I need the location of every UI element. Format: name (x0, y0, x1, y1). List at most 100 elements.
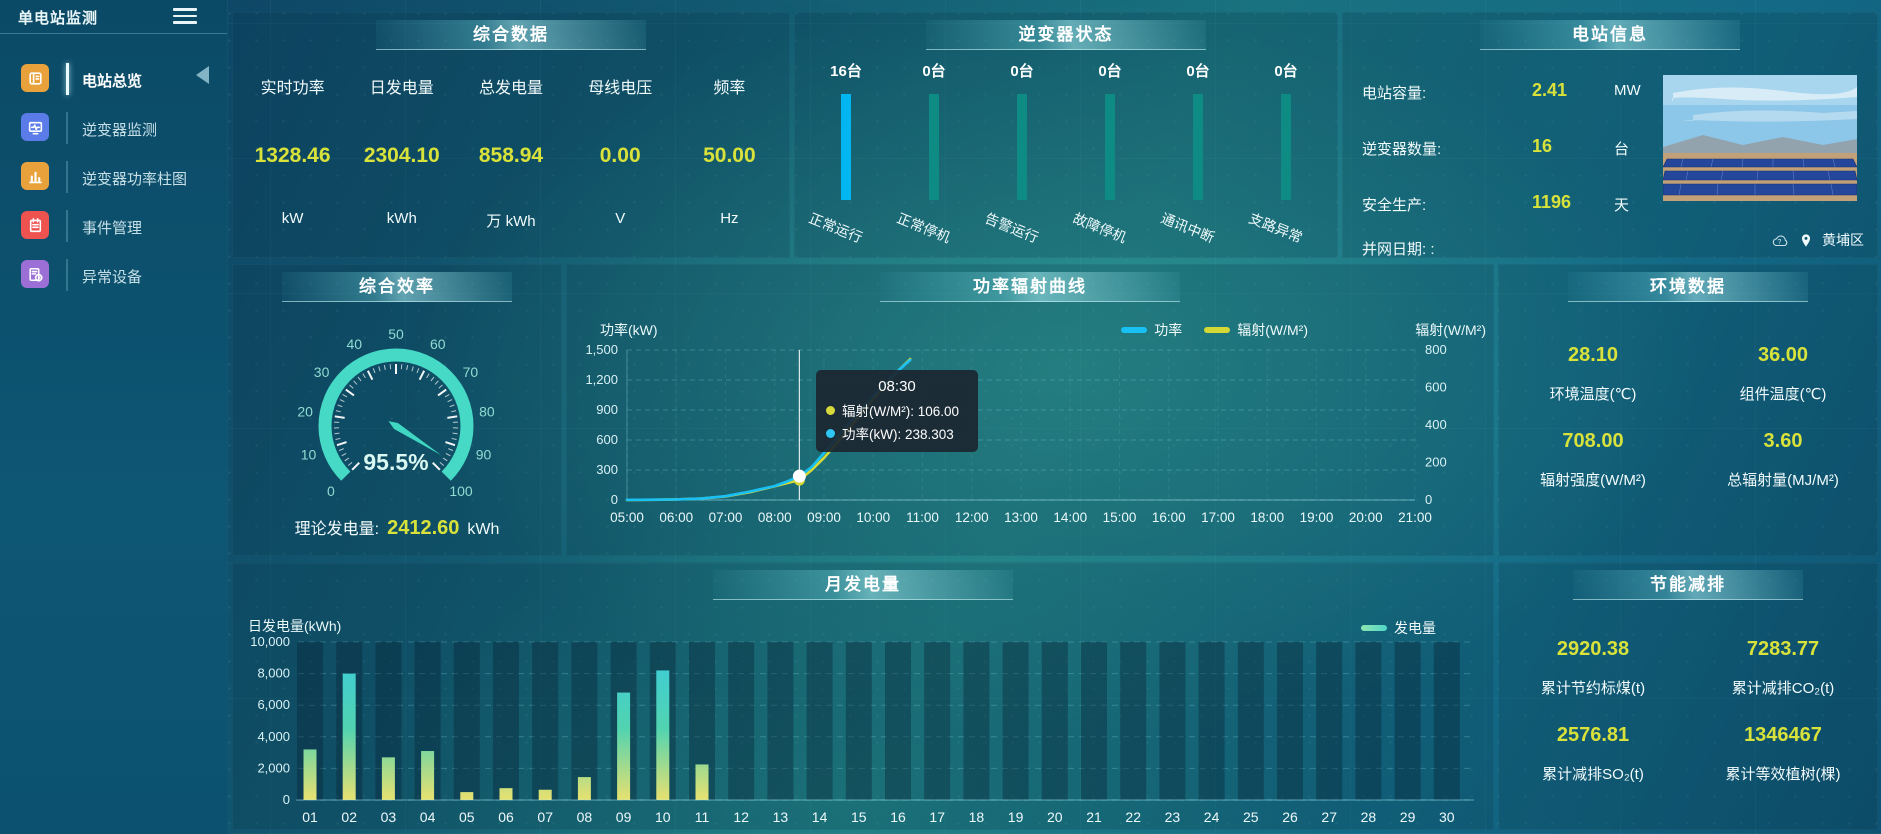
sidebar-item-abnormal-device[interactable]: 异常设备 (0, 252, 227, 301)
panel-energy-savings: 节能减排 2920.38 累计节约标煤(t) 7283.77 累计减排CO₂(t) 25… (1498, 562, 1878, 830)
legend-item-power[interactable]: 功率 (1121, 320, 1182, 340)
sidebar-item-inverter-monitor[interactable]: 逆变器监测 (0, 105, 227, 154)
metric-cell: 28.10 环境温度(℃) (1498, 344, 1688, 404)
svg-text:28: 28 (1361, 809, 1377, 825)
legend-item-generation[interactable]: 发电量 (1361, 618, 1436, 638)
power-legend-label: 功率 (1154, 322, 1183, 338)
svg-text:09: 09 (616, 809, 632, 825)
station-row-unit: MW (1614, 82, 1641, 99)
sidebar-item-label: 事件管理 (82, 220, 143, 237)
svg-text:01: 01 (302, 809, 318, 825)
power-legend-swatch (1121, 327, 1148, 333)
station-row-unit: 天 (1614, 197, 1630, 214)
menu-divider (66, 112, 68, 144)
svg-text:2,000: 2,000 (257, 760, 290, 775)
generation-bar (577, 777, 591, 800)
svg-text:13:00: 13:00 (1004, 510, 1038, 525)
summary-metrics: 实时功率 1328.46 kW 日发电量 2304.10 kWh 总发电量 858.94 万 k… (238, 58, 784, 250)
efficiency-gauge: 0 10 20 30 40 50 60 70 80 90 100 95.5% (232, 302, 562, 506)
inverter-status-label: 正常运行 (806, 209, 865, 246)
metric-value: 1328.46 (254, 144, 331, 167)
svg-text:17:00: 17:00 (1201, 510, 1235, 525)
monitor-icon (21, 113, 49, 141)
svg-text:16:00: 16:00 (1152, 510, 1186, 525)
svg-text:16: 16 (890, 809, 906, 825)
sidebar-header: 单电站监测 (0, 0, 227, 34)
svg-text:30: 30 (1439, 809, 1455, 825)
svg-text:02: 02 (341, 809, 357, 825)
svg-text:400: 400 (1425, 417, 1447, 432)
metric-cell: 7283.77 累计减排CO₂(t) (1688, 638, 1878, 698)
metric-label: 实时功率 (260, 80, 325, 97)
inverter-status-label: 告警运行 (982, 209, 1041, 246)
svg-text:1,200: 1,200 (585, 372, 618, 387)
svg-text:05:00: 05:00 (610, 510, 644, 525)
gauge-needle (388, 421, 442, 456)
summary-metric: 实时功率 1328.46 kW (238, 58, 347, 250)
panel-efficiency: 综合效率 0 10 20 30 40 50 60 70 80 90 100 95.5% 理论发电量: 2… (232, 264, 562, 556)
generation-bar (695, 764, 709, 800)
svg-text:07: 07 (537, 809, 553, 825)
svg-text:90: 90 (476, 446, 492, 462)
inverter-status-bar (1105, 94, 1115, 200)
inverter-count: 0台 (1098, 63, 1122, 80)
location-name: 黄埔区 (1822, 232, 1864, 248)
hamburger-menu-icon[interactable] (173, 8, 197, 26)
sidebar-item-overview[interactable]: 电站总览 (0, 56, 227, 105)
svg-text:600: 600 (596, 432, 618, 447)
inverter-status-bar (1281, 94, 1291, 200)
svg-text:15:00: 15:00 (1103, 510, 1137, 525)
sidebar-item-inverter-power[interactable]: 逆变器功率柱图 (0, 154, 227, 203)
panel-title: 月发电量 (713, 570, 1013, 600)
metric-label: 累计等效植树(棵) (1725, 766, 1841, 783)
panel-inverter-status: 逆变器状态 16台 正常运行 0台 正常停机 0台 告警运行 0台 故障停机 0台 通讯中断 0台支… (794, 12, 1338, 258)
generation-bar (421, 751, 435, 800)
generation-bar (460, 792, 474, 800)
menu-divider (66, 161, 68, 193)
svg-text:10,000: 10,000 (250, 634, 290, 649)
collapse-sidebar-arrow[interactable] (196, 66, 209, 84)
metric-value: 50.00 (703, 144, 756, 167)
svg-text:10: 10 (655, 809, 671, 825)
svg-text:20: 20 (1047, 809, 1063, 825)
panel-title: 环境数据 (1568, 272, 1808, 302)
metric-value: 36.00 (1757, 344, 1809, 366)
sidebar-item-label: 逆变器功率柱图 (82, 171, 188, 188)
svg-text:11:00: 11:00 (906, 510, 939, 525)
inverter-status-item: 0台 通讯中断 (1154, 52, 1242, 252)
panel-station-info: 电站信息 电站容量: 2.41 MW 逆变器数量: 16 台安全生产: 1196 天并网日期:… (1342, 12, 1878, 258)
svg-text:70: 70 (463, 364, 479, 380)
generation-legend-swatch (1361, 625, 1387, 631)
svg-text:24: 24 (1204, 809, 1220, 825)
station-row-label: 安全生产: (1362, 197, 1427, 214)
svg-text:13: 13 (773, 809, 789, 825)
metric-label: 频率 (713, 80, 746, 97)
location-pin-icon (1801, 233, 1811, 247)
metric-label: 累计减排SO₂(t) (1542, 766, 1644, 783)
generation-bar (617, 692, 631, 800)
gauge-arc (318, 348, 474, 481)
sidebar-menu: 电站总览 逆变器监测逆变器功率柱图 事件管理异常设备 (0, 56, 227, 301)
metric-value: 2304.10 (363, 144, 440, 167)
panel-power-radiation-curve: 功率辐射曲线 功率(kW) 辐射(W/M²) 功率 辐射(W/M²) 0 300 6… (566, 264, 1494, 556)
inverter-status-bar (1017, 94, 1027, 200)
svg-text:10: 10 (301, 446, 317, 462)
metric-label: 累计减排CO₂(t) (1731, 680, 1835, 697)
station-row-unit: 台 (1614, 141, 1630, 158)
svg-text:08: 08 (577, 809, 593, 825)
svg-text:0: 0 (611, 492, 618, 507)
legend-item-radiation[interactable]: 辐射(W/M²) (1204, 320, 1308, 340)
inverter-status-item: 0台 支路异常 (1242, 52, 1330, 252)
svg-text:26: 26 (1282, 809, 1298, 825)
metric-value: 708.00 (1562, 430, 1624, 452)
inverter-status-bar (841, 94, 851, 200)
sidebar-item-event-manage[interactable]: 事件管理 (0, 203, 227, 252)
summary-metric: 日发电量 2304.10 kWh (347, 58, 456, 250)
metric-label: 总辐射量(MJ/M²) (1727, 472, 1839, 489)
svg-text:4,000: 4,000 (257, 729, 290, 744)
generation-bar (381, 757, 395, 800)
inverter-status-label: 正常停机 (894, 209, 953, 246)
svg-text:1,500: 1,500 (585, 342, 618, 357)
menu-divider (66, 63, 69, 95)
summary-metric: 母线电压 0.00 V (566, 58, 675, 250)
